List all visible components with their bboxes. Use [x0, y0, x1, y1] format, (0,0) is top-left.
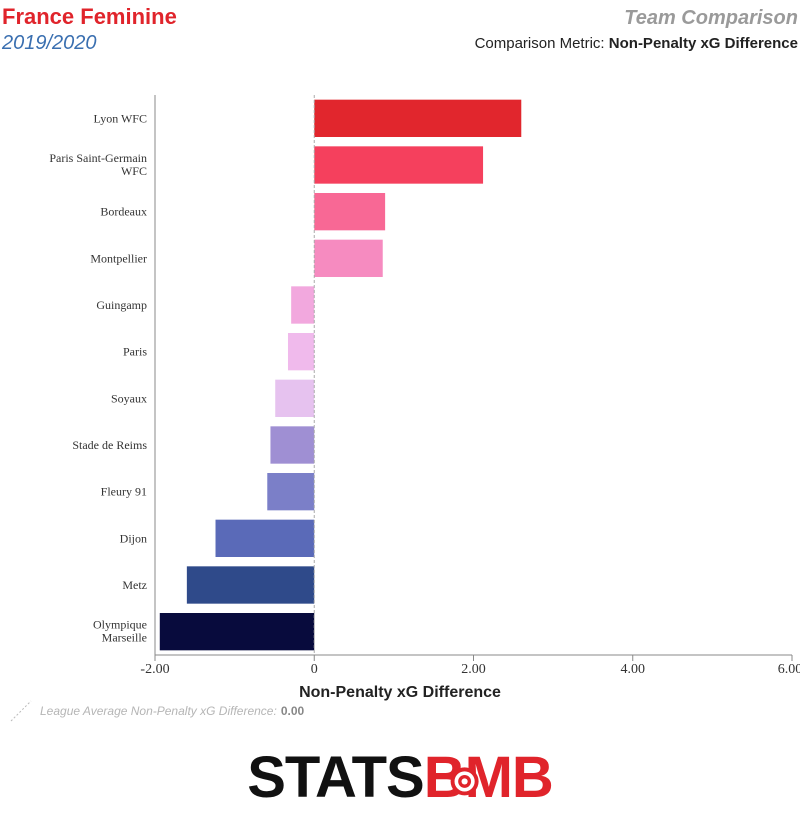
bar-soyaux — [275, 379, 315, 417]
brand-text-mb: MB — [465, 745, 553, 807]
category-label: Lyon WFC — [94, 111, 147, 125]
league-title: France Feminine — [2, 4, 177, 29]
bar-lyon-wfc — [314, 99, 522, 137]
legend-label: League Average Non-Penalty xG Difference… — [40, 704, 277, 718]
legend-value: 0.00 — [280, 704, 305, 718]
bar-olympique-marseille — [159, 613, 315, 651]
x-axis-title: Non-Penalty xG Difference — [299, 684, 501, 701]
target-icon — [450, 767, 479, 796]
category-label: Fleury 91 — [101, 485, 147, 499]
bar-chart: Lyon WFC Paris Saint-Germain WFC Bordeaux Mo… — [49, 95, 800, 677]
bar-dijon — [215, 519, 315, 557]
category-label: Guingamp — [96, 298, 147, 312]
x-axis-ticks: -2.00 0 2.00 4.00 6.00 — [140, 655, 800, 677]
category-label: Olympique Marseille — [93, 618, 147, 645]
bar-group — [159, 99, 522, 651]
statsbomb-wordmark: STATSBMB — [247, 745, 554, 807]
bar-montpellier — [314, 239, 383, 277]
bar-bordeaux — [314, 193, 386, 231]
bar-guingamp — [291, 286, 315, 324]
x-tick-label: 2.00 — [461, 662, 486, 677]
metric-name: Non-Penalty xG Difference — [608, 35, 798, 52]
category-label: Bordeaux — [100, 205, 147, 219]
bar-paris — [287, 333, 315, 371]
x-tick-label: 0 — [311, 662, 318, 677]
bar-paris-saint-germain-wfc — [314, 146, 484, 184]
category-label: Stade de Reims — [72, 438, 147, 452]
svg-text:STATSBMB: STATSBMB — [247, 745, 553, 807]
brand-text-stats: STATS — [247, 745, 424, 807]
comparison-metric: Comparison Metric: Non-Penalty xG Differ… — [475, 35, 798, 53]
bar-stade-de-reims — [270, 426, 315, 464]
bar-metz — [186, 566, 315, 604]
metric-prefix: Comparison Metric: — [474, 35, 605, 52]
category-label: Metz — [122, 578, 147, 592]
x-tick-label: 4.00 — [621, 662, 646, 677]
category-label: Dijon — [120, 531, 147, 545]
report-title: Team Comparison — [624, 7, 798, 29]
league-average-legend: League Average Non-Penalty xG Difference… — [10, 700, 304, 722]
category-label: Soyaux — [111, 391, 147, 405]
bar-fleury-91 — [267, 473, 315, 511]
category-label: Paris Saint-Germain WFC — [49, 151, 147, 178]
category-labels: Lyon WFC Paris Saint-Germain WFC Bordeaux Mo… — [49, 111, 147, 644]
category-label: Paris — [123, 345, 147, 359]
category-label: Montpellier — [90, 251, 147, 265]
dashed-line-icon — [10, 700, 32, 722]
statsbomb-logo: STATSBMB — [0, 740, 800, 810]
x-tick-label: 6.00 — [778, 662, 800, 677]
x-tick-label: -2.00 — [140, 662, 169, 677]
season-label: 2019/2020 — [2, 32, 97, 54]
